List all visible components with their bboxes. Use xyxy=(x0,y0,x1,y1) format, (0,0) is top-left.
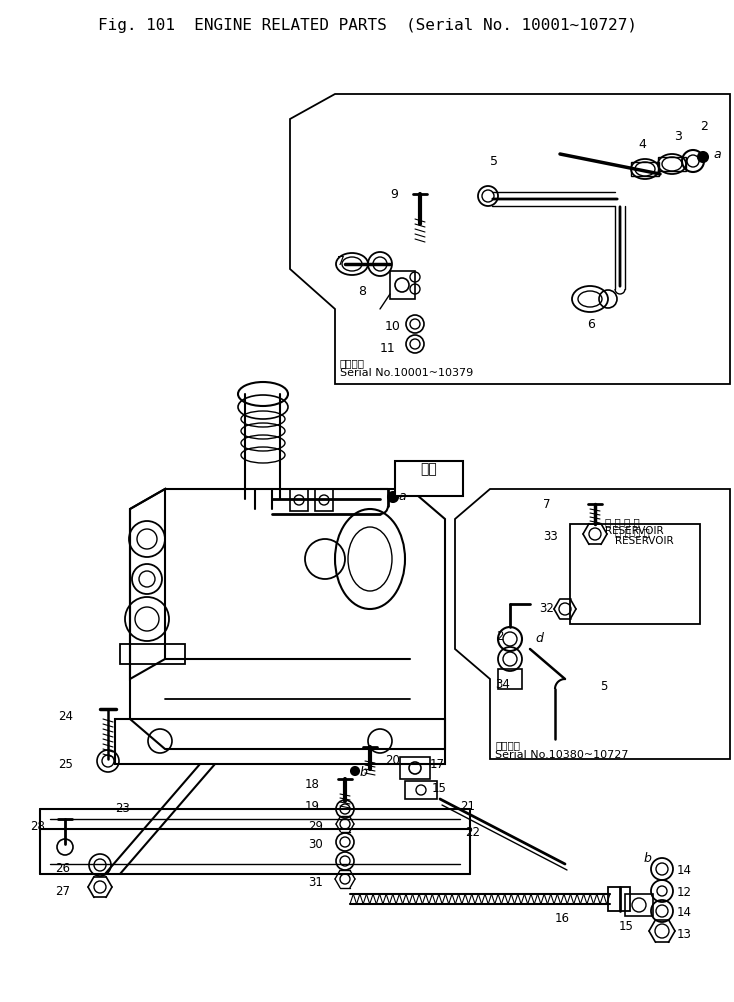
Text: 29: 29 xyxy=(308,820,323,833)
Text: 25: 25 xyxy=(58,758,73,771)
Text: 16: 16 xyxy=(555,911,570,924)
Text: 14: 14 xyxy=(677,863,692,876)
Bar xyxy=(608,887,630,911)
Text: 3: 3 xyxy=(674,130,682,143)
Bar xyxy=(405,782,437,800)
Text: 34: 34 xyxy=(495,677,510,690)
Text: 適用番号: 適用番号 xyxy=(340,358,365,368)
Text: Fig. 101  ENGINE RELATED PARTS  (Serial No. 10001~10727): Fig. 101 ENGINE RELATED PARTS (Serial No… xyxy=(98,18,636,33)
Text: 19: 19 xyxy=(305,800,320,813)
Bar xyxy=(395,462,463,497)
Text: 10: 10 xyxy=(385,320,401,333)
Bar xyxy=(115,719,445,765)
Text: b: b xyxy=(360,766,368,779)
Circle shape xyxy=(351,768,359,776)
Text: Serial No.10001~10379: Serial No.10001~10379 xyxy=(340,368,473,378)
Text: 17: 17 xyxy=(430,758,445,771)
Text: 12: 12 xyxy=(677,885,692,898)
Bar xyxy=(570,524,700,624)
Bar xyxy=(631,163,659,176)
Text: 32: 32 xyxy=(539,601,554,614)
Text: 15: 15 xyxy=(432,782,447,795)
Text: d: d xyxy=(535,631,543,644)
Text: 11: 11 xyxy=(380,342,396,355)
Text: RESERVOIR: RESERVOIR xyxy=(615,535,674,545)
Text: 20: 20 xyxy=(385,754,400,767)
Text: 前方: 前方 xyxy=(421,462,437,476)
Bar xyxy=(625,894,653,916)
Bar xyxy=(120,644,185,664)
Text: 4: 4 xyxy=(638,138,646,151)
Text: 23: 23 xyxy=(115,802,130,815)
Text: 13: 13 xyxy=(677,927,692,940)
Text: 9: 9 xyxy=(390,187,398,200)
Text: 8: 8 xyxy=(358,285,366,298)
Text: 5: 5 xyxy=(490,155,498,167)
Text: 24: 24 xyxy=(58,709,73,722)
Text: 7: 7 xyxy=(543,498,550,510)
Text: b: b xyxy=(644,851,652,864)
Text: 28: 28 xyxy=(30,820,45,833)
Text: 21: 21 xyxy=(460,800,475,813)
Text: a: a xyxy=(398,490,406,502)
Text: 14: 14 xyxy=(677,905,692,918)
Text: 27: 27 xyxy=(55,884,70,897)
Bar xyxy=(400,758,430,780)
Circle shape xyxy=(388,493,398,502)
Text: 30: 30 xyxy=(308,837,323,850)
Bar xyxy=(290,490,308,511)
Text: 31: 31 xyxy=(308,875,323,888)
Text: 2: 2 xyxy=(496,629,504,642)
Text: 5: 5 xyxy=(600,679,607,692)
Text: 7: 7 xyxy=(337,255,345,268)
Text: 22: 22 xyxy=(465,826,480,838)
Circle shape xyxy=(698,153,708,163)
Text: a: a xyxy=(713,148,721,161)
Text: 2: 2 xyxy=(700,120,708,133)
Text: RESERVOIR: RESERVOIR xyxy=(605,525,664,535)
Bar xyxy=(498,669,522,689)
Bar xyxy=(315,490,333,511)
Text: リ ざ ー パ: リ ざ ー パ xyxy=(605,516,640,526)
Text: 6: 6 xyxy=(587,318,595,331)
Bar xyxy=(658,158,686,171)
Text: 26: 26 xyxy=(55,861,70,874)
Text: 33: 33 xyxy=(543,529,558,542)
Text: 15: 15 xyxy=(619,919,634,932)
Text: リ ざ ー パ: リ ざ ー パ xyxy=(615,526,650,536)
Text: 適用番号: 適用番号 xyxy=(495,739,520,749)
Text: 18: 18 xyxy=(305,778,320,791)
Text: Serial No.10380~10727: Serial No.10380~10727 xyxy=(495,749,628,760)
